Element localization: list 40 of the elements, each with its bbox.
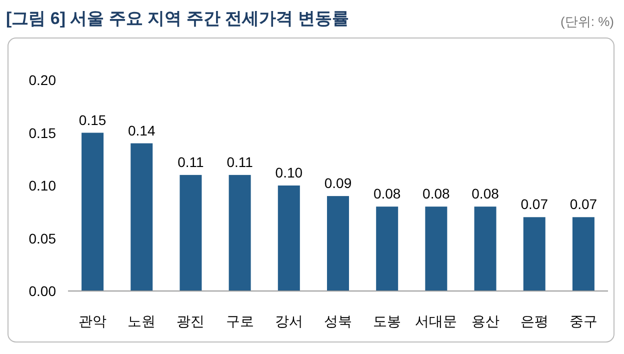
- y-tick-label: 0.00: [28, 283, 56, 299]
- text: (단위: %): [560, 14, 614, 29]
- x-tick-label: 구로: [226, 313, 254, 329]
- x-tick-label: 관악: [78, 313, 107, 329]
- x-tick-label: 용산: [471, 313, 500, 329]
- bar: [228, 174, 251, 291]
- x-tick-label: 성북: [324, 313, 352, 329]
- chart-title: [그림 6] 서울 주요 지역 주간 전세가격 변동률: [6, 9, 349, 28]
- data-label: 0.11: [178, 154, 204, 170]
- bar: [180, 174, 202, 291]
- bar: [474, 206, 496, 291]
- y-tick-label: 0.05: [28, 230, 56, 246]
- y-tick-label: 0.15: [28, 124, 56, 141]
- data-label: 0.07: [520, 196, 548, 212]
- bar: [130, 143, 153, 291]
- y-tick-label: 0.10: [28, 178, 56, 194]
- data-label: 0.11: [226, 154, 254, 170]
- x-tick-label: 중구: [569, 313, 598, 329]
- x-tick-label: 서대문: [415, 313, 458, 329]
- data-label: 0.10: [275, 164, 303, 180]
- data-label: 0.08: [373, 186, 401, 202]
- bar: [82, 132, 104, 291]
- bar: [327, 196, 349, 291]
- bar: [278, 186, 300, 291]
- data-label: 0.14: [128, 122, 156, 138]
- data-label: 0.15: [78, 112, 106, 128]
- x-tick-label: 강서: [274, 313, 303, 329]
- y-tick-label: 0.20: [28, 72, 56, 88]
- x-tick-label: 광진: [176, 313, 205, 329]
- data-label: 0.08: [472, 186, 500, 202]
- x-tick-label: 노원: [128, 313, 156, 329]
- data-label: 0.07: [570, 196, 598, 212]
- x-tick-label: 도봉: [373, 313, 402, 329]
- data-label: 0.09: [324, 175, 352, 192]
- bar: [376, 206, 398, 291]
- bar: [523, 217, 546, 291]
- data-label: 0.08: [422, 186, 450, 202]
- bar: [425, 206, 448, 291]
- x-tick-label: 은평: [520, 313, 548, 329]
- bar: [572, 217, 594, 291]
